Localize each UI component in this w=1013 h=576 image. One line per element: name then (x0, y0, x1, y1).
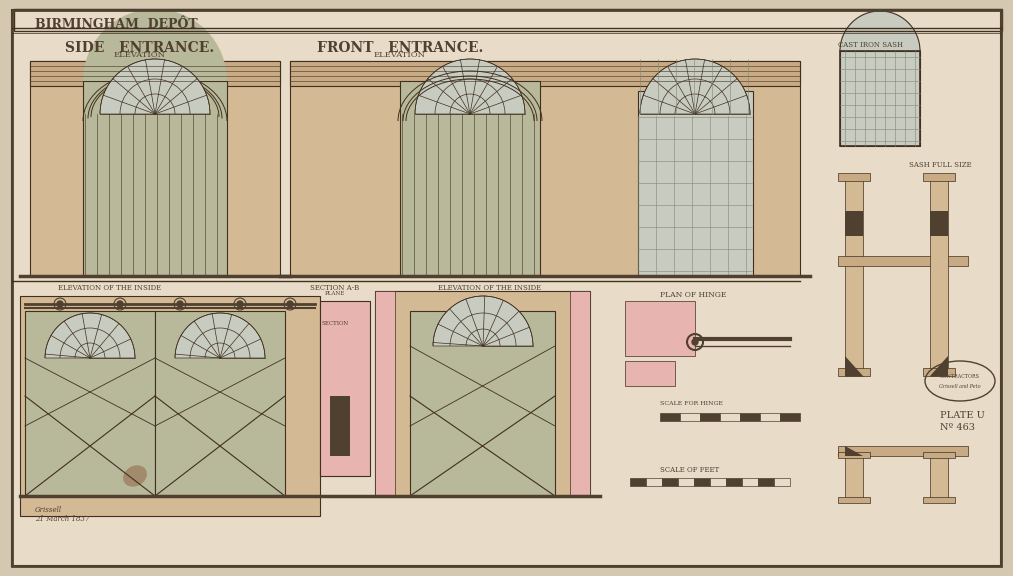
Bar (20, 296, 320, 516)
Bar (840, 51, 920, 146)
Bar (741, 413, 760, 421)
Text: ELEVATION: ELEVATION (114, 51, 166, 59)
Bar (742, 478, 758, 486)
Bar (410, 311, 555, 496)
Bar (838, 452, 870, 458)
Bar (923, 368, 955, 376)
Circle shape (692, 339, 698, 345)
Bar (625, 361, 675, 386)
Bar (930, 211, 948, 236)
Bar (838, 446, 968, 456)
Bar (663, 478, 678, 486)
Text: ELEVATION OF THE INSIDE: ELEVATION OF THE INSIDE (59, 284, 161, 292)
Text: Nº 463: Nº 463 (940, 423, 975, 432)
Text: CONTRACTORS: CONTRACTORS (940, 373, 980, 378)
Bar (570, 291, 590, 496)
Bar (930, 176, 948, 376)
Bar (330, 396, 350, 456)
Bar (680, 413, 700, 421)
Bar (694, 478, 710, 486)
Text: FRONT   ENTRANCE.: FRONT ENTRANCE. (317, 41, 483, 55)
Text: PLANE: PLANE (325, 291, 345, 296)
Text: SCALE OF FEET: SCALE OF FEET (660, 466, 719, 474)
Bar (638, 91, 753, 276)
Bar (700, 413, 720, 421)
Bar (646, 478, 663, 486)
Bar (838, 256, 968, 266)
Bar (320, 301, 370, 476)
Bar (720, 413, 741, 421)
Bar (155, 311, 285, 496)
Circle shape (287, 301, 293, 307)
Text: SECTION: SECTION (321, 321, 348, 326)
Text: Grissell
21 March 1837: Grissell 21 March 1837 (35, 506, 89, 523)
Bar (83, 81, 227, 276)
Circle shape (177, 301, 183, 307)
Wedge shape (640, 59, 750, 114)
Bar (930, 456, 948, 501)
Bar (14, 9, 1002, 31)
Bar (630, 478, 646, 486)
Text: ELEVATION OF THE INSIDE: ELEVATION OF THE INSIDE (439, 284, 542, 292)
Bar (400, 81, 540, 276)
Text: SIDE   ENTRANCE.: SIDE ENTRANCE. (66, 41, 215, 55)
Bar (375, 291, 590, 496)
Bar (845, 176, 863, 376)
Polygon shape (845, 356, 863, 376)
Text: CAST IRON SASH: CAST IRON SASH (838, 41, 903, 49)
Ellipse shape (123, 465, 147, 487)
Bar (838, 173, 870, 181)
Wedge shape (840, 11, 920, 51)
Text: Grissell and Peto: Grissell and Peto (939, 384, 981, 388)
Text: ELEVATION: ELEVATION (374, 51, 426, 59)
Text: BIRMINGHAM  DEPÔT: BIRMINGHAM DEPÔT (35, 18, 198, 31)
Bar (726, 478, 742, 486)
Polygon shape (930, 356, 948, 376)
Bar (290, 61, 800, 86)
Bar (923, 173, 955, 181)
Wedge shape (415, 59, 525, 114)
Bar (923, 452, 955, 458)
Wedge shape (100, 59, 210, 114)
Bar (840, 51, 920, 146)
Text: SASH FULL SIZE: SASH FULL SIZE (909, 161, 971, 169)
Bar (30, 61, 280, 276)
Circle shape (237, 301, 243, 307)
Bar (845, 211, 863, 236)
Circle shape (57, 301, 63, 307)
Circle shape (116, 301, 123, 307)
Bar (25, 311, 155, 496)
Bar (774, 478, 790, 486)
Bar (30, 61, 280, 86)
Bar (710, 478, 726, 486)
Bar (838, 497, 870, 503)
Bar (838, 368, 870, 376)
Wedge shape (175, 313, 265, 358)
Text: PLATE U: PLATE U (940, 411, 985, 420)
Bar (660, 413, 680, 421)
Bar (845, 456, 863, 501)
Text: SECTION A-B: SECTION A-B (310, 284, 360, 292)
Bar (678, 478, 694, 486)
Bar (758, 478, 774, 486)
Bar (290, 61, 800, 276)
Bar (780, 413, 800, 421)
Bar (375, 291, 395, 496)
Wedge shape (45, 313, 135, 358)
Bar (625, 301, 695, 356)
Bar (923, 497, 955, 503)
Wedge shape (83, 9, 227, 81)
Text: PLAN OF HINGE: PLAN OF HINGE (660, 291, 726, 299)
Wedge shape (433, 296, 533, 346)
Bar (760, 413, 780, 421)
Polygon shape (845, 446, 863, 456)
Text: SCALE FOR HINGE: SCALE FOR HINGE (660, 401, 723, 406)
